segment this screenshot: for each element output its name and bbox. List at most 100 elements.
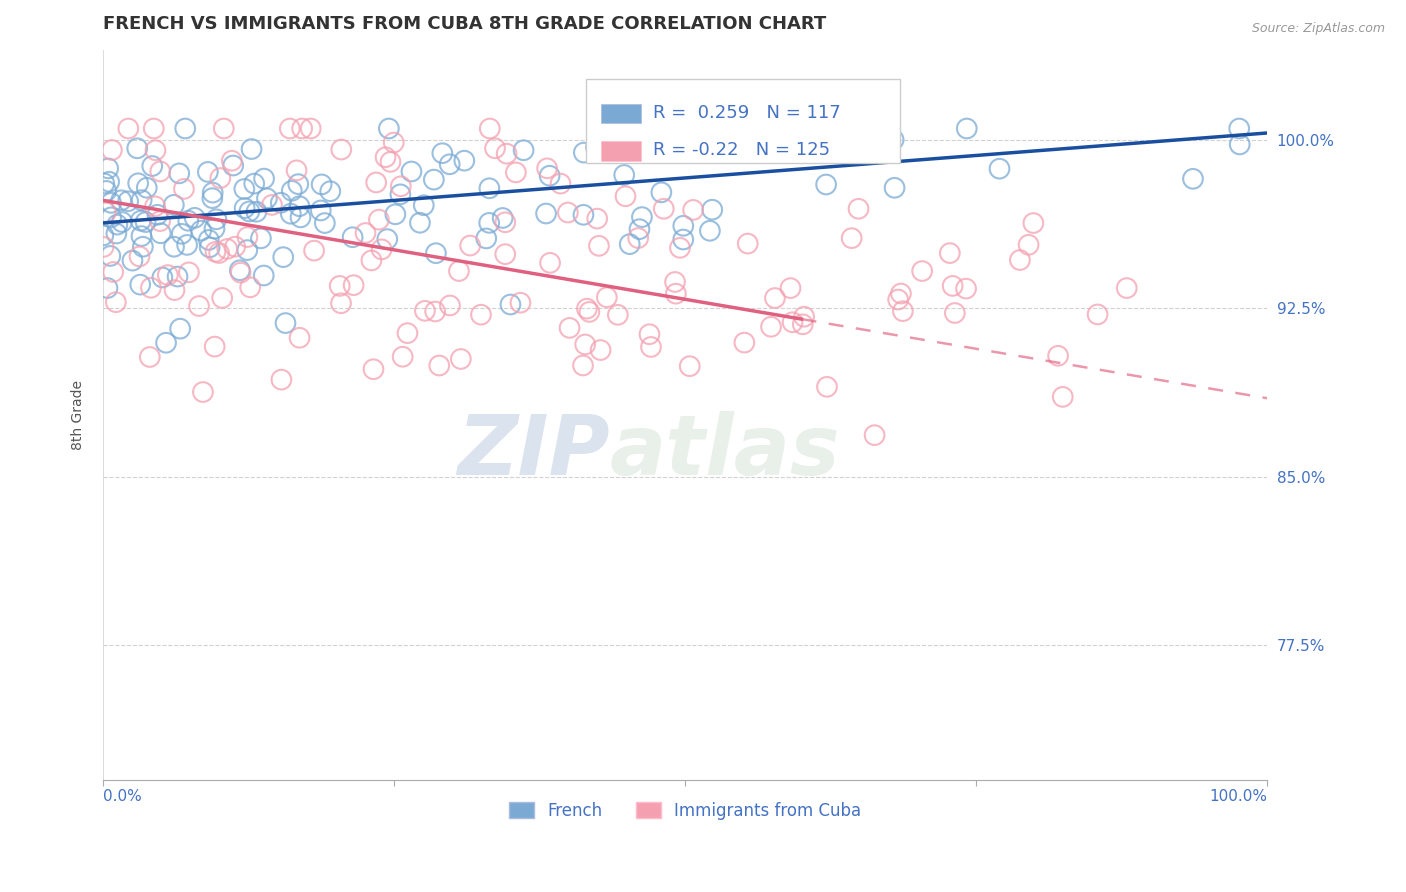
Point [1115,281,1137,295]
Point [672,233,695,247]
Point [93,240,115,254]
Point [574,337,596,351]
Point [236,243,259,257]
Point [396,326,419,340]
Point [664,275,686,289]
Point [163,198,186,212]
Point [423,172,446,186]
Point [765,135,787,149]
Point [204,340,226,354]
Point [588,239,610,253]
Point [943,306,966,320]
Text: 100.0%: 100.0% [1209,789,1267,805]
Point [423,304,446,318]
Point [370,243,392,257]
Point [163,283,186,297]
Point [1022,216,1045,230]
Point [96,281,118,295]
Point [309,203,332,218]
Point [177,265,200,279]
Point [815,380,838,394]
FancyBboxPatch shape [586,79,900,163]
Point [792,318,814,332]
Point [299,121,322,136]
Point [271,250,294,264]
Point [640,340,662,354]
Point [536,161,558,176]
Point [956,121,979,136]
Point [98,175,121,189]
Point [217,242,239,256]
Point [314,216,336,230]
Point [447,264,470,278]
Point [478,181,501,195]
Point [208,246,231,260]
Point [129,277,152,292]
Point [188,299,211,313]
Point [204,244,226,259]
Point [135,180,157,194]
Point [239,280,262,294]
Point [759,319,782,334]
Point [627,231,650,245]
Point [343,278,366,293]
Point [1229,137,1251,152]
Point [166,269,188,284]
Point [631,210,654,224]
Point [330,296,353,310]
Point [139,350,162,364]
Point [669,241,692,255]
Point [100,195,122,210]
Point [848,202,870,216]
Point [129,213,152,227]
Point [384,207,406,221]
Point [212,121,235,136]
Point [887,293,910,307]
Point [330,143,353,157]
Point [409,216,432,230]
Point [883,133,905,147]
Point [150,270,173,285]
Point [638,327,661,342]
Point [572,208,595,222]
Point [955,282,977,296]
Point [596,290,619,304]
Point [131,229,153,244]
Point [141,159,163,173]
Point [380,154,402,169]
Point [253,268,276,283]
Point [149,227,172,241]
Point [672,219,695,233]
Point [911,264,934,278]
Point [221,153,243,168]
Point [143,199,166,213]
Point [699,224,721,238]
Point [538,256,561,270]
Point [342,230,364,244]
Point [382,136,405,150]
Point [470,308,492,322]
Point [769,121,792,136]
Point [585,140,607,154]
Point [253,171,276,186]
Point [619,237,641,252]
Point [256,191,278,205]
Point [110,194,132,208]
Text: Source: ZipAtlas.com: Source: ZipAtlas.com [1251,22,1385,36]
Point [557,205,579,219]
Point [311,178,333,192]
Point [101,265,124,279]
Point [1087,308,1109,322]
Point [233,182,256,196]
Point [191,384,214,399]
Point [101,143,124,157]
Legend: French, Immigrants from Cuba: French, Immigrants from Cuba [502,796,868,827]
Point [413,303,436,318]
Point [453,153,475,168]
Point [127,141,149,155]
Point [614,189,637,203]
Point [156,268,179,282]
Point [163,240,186,254]
Point [494,215,516,229]
Point [117,121,139,136]
